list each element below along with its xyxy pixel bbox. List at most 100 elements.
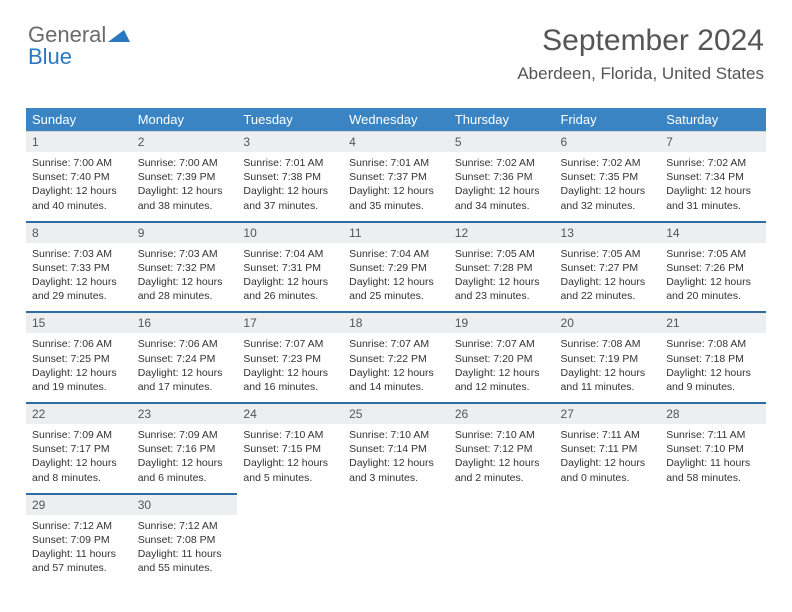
calendar-day-cell: . [660,493,766,584]
sunset-text: Sunset: 7:18 PM [666,352,760,366]
daylight-text: and 11 minutes. [561,380,655,394]
calendar-day-cell: . [449,493,555,584]
weekday-header: Saturday [660,108,766,131]
calendar-day-cell: 11Sunrise: 7:04 AMSunset: 7:29 PMDayligh… [343,221,449,312]
day-number: 6 [555,131,661,152]
sunrise-text: Sunrise: 7:01 AM [349,156,443,170]
daylight-text: Daylight: 12 hours [561,184,655,198]
calendar-day-cell: 29Sunrise: 7:12 AMSunset: 7:09 PMDayligh… [26,493,132,584]
sunset-text: Sunset: 7:09 PM [32,533,126,547]
day-number: 10 [237,221,343,243]
calendar-day-cell: 7Sunrise: 7:02 AMSunset: 7:34 PMDaylight… [660,131,766,221]
calendar-day-cell: 13Sunrise: 7:05 AMSunset: 7:27 PMDayligh… [555,221,661,312]
sunrise-text: Sunrise: 7:09 AM [32,428,126,442]
sunrise-text: Sunrise: 7:03 AM [138,247,232,261]
day-body: Sunrise: 7:06 AMSunset: 7:25 PMDaylight:… [26,333,132,402]
daylight-text: and 2 minutes. [455,471,549,485]
day-body: Sunrise: 7:09 AMSunset: 7:17 PMDaylight:… [26,424,132,493]
calendar-day-cell: 10Sunrise: 7:04 AMSunset: 7:31 PMDayligh… [237,221,343,312]
sunset-text: Sunset: 7:10 PM [666,442,760,456]
daylight-text: and 29 minutes. [32,289,126,303]
sunrise-text: Sunrise: 7:05 AM [666,247,760,261]
daylight-text: Daylight: 12 hours [561,366,655,380]
daylight-text: and 28 minutes. [138,289,232,303]
sunrise-text: Sunrise: 7:09 AM [138,428,232,442]
sunset-text: Sunset: 7:14 PM [349,442,443,456]
sunrise-text: Sunrise: 7:08 AM [561,337,655,351]
calendar-day-cell: 9Sunrise: 7:03 AMSunset: 7:32 PMDaylight… [132,221,238,312]
calendar-day-cell: 27Sunrise: 7:11 AMSunset: 7:11 PMDayligh… [555,402,661,493]
daylight-text: and 3 minutes. [349,471,443,485]
calendar-day-cell: . [555,493,661,584]
calendar-day-cell: . [237,493,343,584]
sunset-text: Sunset: 7:40 PM [32,170,126,184]
daylight-text: Daylight: 12 hours [138,456,232,470]
daylight-text: and 25 minutes. [349,289,443,303]
day-number: 9 [132,221,238,243]
daylight-text: Daylight: 12 hours [243,184,337,198]
daylight-text: Daylight: 12 hours [32,366,126,380]
sunrise-text: Sunrise: 7:00 AM [138,156,232,170]
daylight-text: Daylight: 12 hours [138,366,232,380]
daylight-text: Daylight: 11 hours [138,547,232,561]
day-body: Sunrise: 7:09 AMSunset: 7:16 PMDaylight:… [132,424,238,493]
calendar-day-cell: 19Sunrise: 7:07 AMSunset: 7:20 PMDayligh… [449,311,555,402]
weekday-header: Tuesday [237,108,343,131]
day-body: Sunrise: 7:08 AMSunset: 7:18 PMDaylight:… [660,333,766,402]
daylight-text: Daylight: 12 hours [666,275,760,289]
daylight-text: and 8 minutes. [32,471,126,485]
day-body: Sunrise: 7:06 AMSunset: 7:24 PMDaylight:… [132,333,238,402]
daylight-text: and 23 minutes. [455,289,549,303]
sunrise-text: Sunrise: 7:02 AM [666,156,760,170]
day-number: 22 [26,402,132,424]
day-number: 4 [343,131,449,152]
daylight-text: and 17 minutes. [138,380,232,394]
daylight-text: and 19 minutes. [32,380,126,394]
sunset-text: Sunset: 7:27 PM [561,261,655,275]
calendar-day-cell: 22Sunrise: 7:09 AMSunset: 7:17 PMDayligh… [26,402,132,493]
sunrise-text: Sunrise: 7:02 AM [455,156,549,170]
daylight-text: and 32 minutes. [561,199,655,213]
sunset-text: Sunset: 7:29 PM [349,261,443,275]
calendar-day-cell: . [343,493,449,584]
day-body: Sunrise: 7:05 AMSunset: 7:28 PMDaylight:… [449,243,555,312]
day-body: Sunrise: 7:02 AMSunset: 7:34 PMDaylight:… [660,152,766,221]
sunset-text: Sunset: 7:26 PM [666,261,760,275]
sunrise-text: Sunrise: 7:10 AM [455,428,549,442]
daylight-text: and 26 minutes. [243,289,337,303]
daylight-text: Daylight: 12 hours [349,456,443,470]
daylight-text: and 0 minutes. [561,471,655,485]
sunrise-text: Sunrise: 7:01 AM [243,156,337,170]
day-number: 27 [555,402,661,424]
day-body: Sunrise: 7:01 AMSunset: 7:37 PMDaylight:… [343,152,449,221]
daylight-text: and 57 minutes. [32,561,126,575]
day-body: Sunrise: 7:12 AMSunset: 7:08 PMDaylight:… [132,515,238,584]
calendar-day-cell: 26Sunrise: 7:10 AMSunset: 7:12 PMDayligh… [449,402,555,493]
day-number: 18 [343,311,449,333]
logo: General Blue [28,24,130,68]
sunset-text: Sunset: 7:28 PM [455,261,549,275]
daylight-text: Daylight: 12 hours [243,366,337,380]
sunrise-text: Sunrise: 7:07 AM [455,337,549,351]
day-number: 20 [555,311,661,333]
calendar-day-cell: 24Sunrise: 7:10 AMSunset: 7:15 PMDayligh… [237,402,343,493]
sunset-text: Sunset: 7:39 PM [138,170,232,184]
logo-triangle-icon [108,24,130,46]
day-number: 1 [26,131,132,152]
day-number: 13 [555,221,661,243]
day-body: Sunrise: 7:07 AMSunset: 7:22 PMDaylight:… [343,333,449,402]
calendar-week-row: 1 Sunrise: 7:00 AM Sunset: 7:40 PM Daylight… [26,131,766,221]
sunset-text: Sunset: 7:16 PM [138,442,232,456]
calendar-week-row: 29Sunrise: 7:12 AMSunset: 7:09 PMDayligh… [26,493,766,584]
sunrise-text: Sunrise: 7:05 AM [455,247,549,261]
day-body: Sunrise: 7:05 AMSunset: 7:27 PMDaylight:… [555,243,661,312]
calendar-day-cell: 2Sunrise: 7:00 AMSunset: 7:39 PMDaylight… [132,131,238,221]
weekday-header-row: Sunday Monday Tuesday Wednesday Thursday… [26,108,766,131]
weekday-header: Wednesday [343,108,449,131]
sunset-text: Sunset: 7:32 PM [138,261,232,275]
daylight-text: Daylight: 12 hours [349,275,443,289]
logo-text-blue: Blue [28,44,72,69]
daylight-text: Daylight: 12 hours [455,184,549,198]
sunset-text: Sunset: 7:22 PM [349,352,443,366]
day-number: 3 [237,131,343,152]
